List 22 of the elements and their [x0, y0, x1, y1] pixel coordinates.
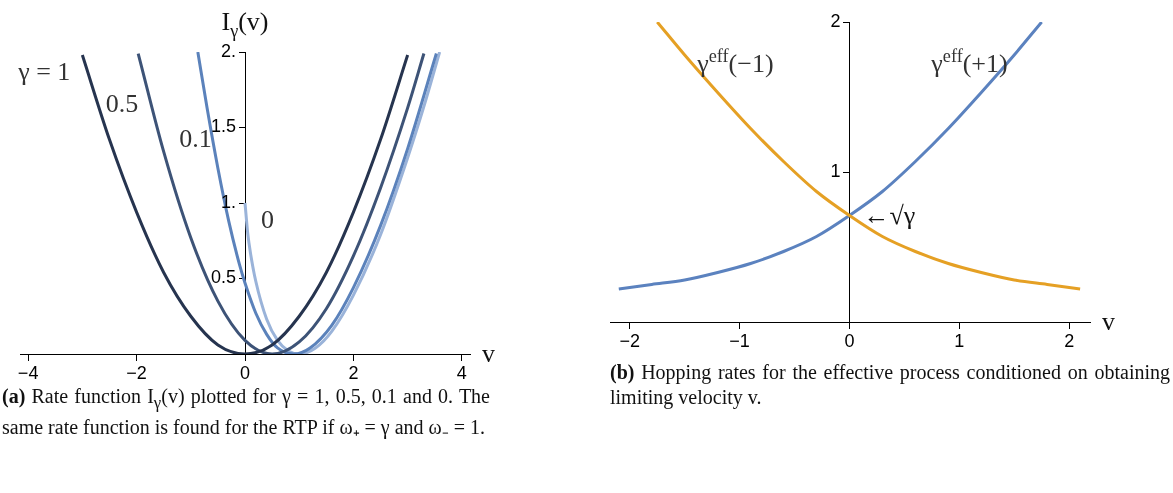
series-label: 0.1: [179, 124, 212, 153]
x-tick-label: 2: [1064, 330, 1075, 351]
x-tick-label: −2: [126, 362, 147, 383]
y-tick-label: 0.5: [210, 267, 236, 288]
y-tick-label: 1.5: [210, 116, 236, 137]
x-tick-label: 1: [954, 330, 965, 351]
x-tick-label: 4: [456, 362, 467, 383]
x-axis-title: v: [1102, 307, 1115, 336]
x-tick-label: −4: [17, 362, 39, 383]
series-label: 0: [261, 205, 274, 234]
x-tick-label: 2: [348, 362, 359, 383]
y-tick-label: 2.: [220, 40, 236, 61]
text: (a) Rate function I$_{γ}$(v) plotted for γ = 1, 0.5, 0.1 and 0. The same rate function is found for the RTP if ω₊ = γ and ω₋ = 1.: [2, 384, 490, 440]
x-tick-label: 0: [239, 362, 251, 383]
x-tick-label: −1: [729, 330, 750, 351]
series-label: γ = 1: [17, 57, 71, 87]
x-tick-label: 0: [844, 330, 855, 351]
text: (b) Hopping rates for the effective process conditioned on obtaining limiting velocity v.: [610, 360, 1170, 410]
x-tick-label: −2: [619, 330, 641, 351]
annotation: ←√γ: [863, 200, 916, 230]
x-axis-title: v: [482, 339, 495, 368]
series-label: 0.5: [105, 88, 139, 118]
